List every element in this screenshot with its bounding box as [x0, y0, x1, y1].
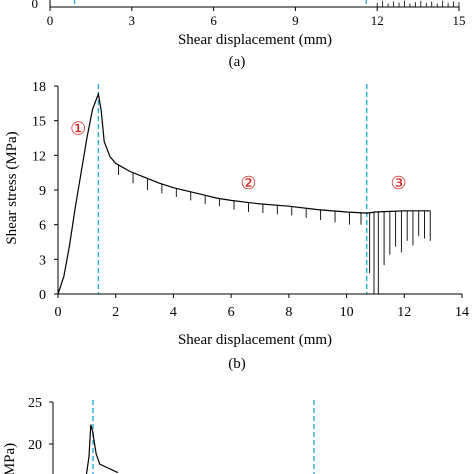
panel-b-y-tick-label: 3	[39, 253, 46, 268]
panel-b-caption: (b)	[228, 356, 246, 372]
panel-b-x-tick-label: 2	[112, 305, 119, 320]
panel-a-x-tick-label: 12	[371, 13, 384, 28]
panel-c-stress-curve	[85, 424, 119, 474]
panel-b-x-tick-label: 12	[397, 305, 411, 320]
panel-a-x-tick-label: 9	[292, 13, 299, 28]
panel-b-x-tick-label: 8	[285, 305, 292, 320]
panel-b-y-tick-label: 12	[32, 149, 46, 164]
panel-a-marks	[73, 0, 460, 7]
panel-a-x-tick-label: 3	[129, 13, 136, 28]
panel-b-stage-label: ①	[70, 119, 86, 139]
panel-b-x-tick-label: 6	[228, 305, 235, 320]
panel-a-x-tick-label: 15	[453, 13, 466, 28]
panel-b-y-tick-label: 9	[39, 184, 46, 199]
panel-a-x-tick-label: 6	[210, 13, 217, 28]
panel-b-x-tick-label: 10	[340, 305, 354, 320]
panel-a-x-tick-label: 0	[47, 13, 54, 28]
panel-b-marks: ① ② ③	[57, 84, 431, 295]
panel-b: ① ② ③ 0 3 6 9 12 15 18 0 2 4 6 8 10 12 14 Shear stress …	[4, 80, 469, 372]
panel-c-y-axis-label: (MPa)	[2, 443, 18, 474]
panel-b-y-axis-label: Shear stress (MPa)	[4, 131, 20, 244]
panel-b-x-tick-label: 14	[455, 305, 469, 320]
panel-b-y-tick-label: 15	[32, 115, 46, 130]
panel-a-x-axis-label: Shear displacement (mm)	[178, 32, 332, 48]
panel-b-y-tick-label: 18	[32, 80, 46, 95]
panel-b-x-ticks: 0 2 4 6 8 10 12 14	[55, 294, 469, 320]
panel-a: 0 3 6 9 12 15 0 Shear displacement (mm) (a)	[32, 0, 466, 70]
panel-b-y-tick-label: 0	[39, 288, 46, 303]
panel-c-y-tick-label: 25	[28, 396, 42, 411]
panel-b-y-tick-label: 6	[39, 219, 46, 234]
panel-a-y-zero: 0	[32, 0, 39, 11]
panel-b-x-tick-label: 4	[170, 305, 177, 320]
panel-b-stage-label: ③	[390, 173, 406, 193]
panel-a-caption: (a)	[229, 54, 246, 70]
panel-b-y-ticks: 0 3 6 9 12 15 18	[32, 80, 58, 303]
panel-b-x-axis-label: Shear displacement (mm)	[178, 332, 332, 348]
panel-b-x-tick-label: 0	[55, 305, 62, 320]
panel-a-x-ticks: 0 3 6 9 12 15	[47, 7, 466, 28]
panel-c-marks	[85, 400, 315, 474]
panel-b-stage-label: ②	[240, 173, 256, 193]
panel-b-stress-curve	[57, 91, 431, 295]
panel-c-y-tick-label: 20	[28, 438, 42, 453]
